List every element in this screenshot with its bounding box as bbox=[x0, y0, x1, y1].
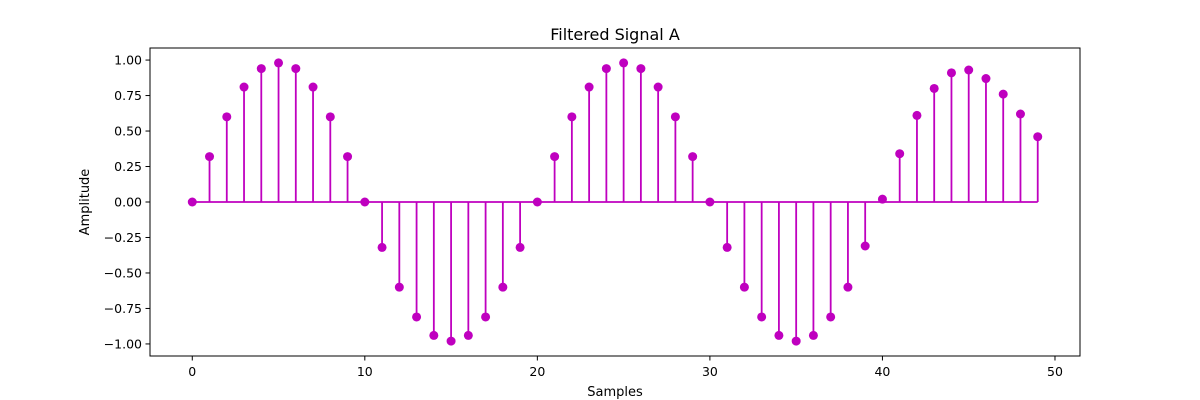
stem-marker bbox=[912, 110, 922, 120]
stem-marker bbox=[653, 82, 663, 92]
stem-marker bbox=[981, 74, 991, 84]
stem-marker bbox=[670, 112, 680, 122]
stem-marker bbox=[843, 282, 853, 292]
x-tick-label: 10 bbox=[357, 364, 373, 379]
stem-marker bbox=[1015, 109, 1025, 119]
stem-marker bbox=[946, 68, 956, 78]
y-axis-label: Amplitude bbox=[78, 169, 93, 236]
y-tick-label: 0.75 bbox=[114, 88, 142, 103]
stem-marker bbox=[360, 197, 370, 207]
stem-marker bbox=[343, 152, 353, 162]
stem-marker bbox=[412, 312, 422, 322]
y-tick-label: 0.50 bbox=[114, 124, 142, 139]
stem-marker bbox=[550, 152, 560, 162]
stem-marker bbox=[291, 64, 301, 74]
stem-marker bbox=[274, 58, 284, 68]
stem-marker bbox=[498, 282, 508, 292]
stem-marker bbox=[481, 312, 491, 322]
stem-marker bbox=[325, 112, 335, 122]
x-tick-label: 50 bbox=[1047, 364, 1063, 379]
stem-marker bbox=[808, 330, 818, 340]
y-tick-label: 0.25 bbox=[114, 159, 142, 174]
stem-marker bbox=[515, 242, 525, 252]
stem-marker bbox=[429, 330, 439, 340]
stem-marker bbox=[826, 312, 836, 322]
y-tick-label: −0.75 bbox=[104, 301, 142, 316]
x-tick-label: 40 bbox=[874, 364, 890, 379]
stem-marker bbox=[394, 282, 404, 292]
stem-marker bbox=[860, 241, 870, 251]
stem-marker bbox=[688, 152, 698, 162]
x-axis: 0 10 20 30 40 50 bbox=[188, 356, 1063, 379]
x-tick-label: 20 bbox=[529, 364, 545, 379]
stem-marker bbox=[774, 330, 784, 340]
y-tick-label: −1.00 bbox=[104, 336, 142, 351]
stem-marker bbox=[1033, 132, 1043, 142]
stem-marker bbox=[757, 312, 767, 322]
stem-marker bbox=[205, 152, 215, 162]
stem-marker bbox=[256, 64, 266, 74]
y-axis: −1.00 −0.75 −0.50 −0.25 0.00 0.25 0.50 0.75 1.00 bbox=[104, 53, 150, 351]
stem-marker bbox=[567, 112, 577, 122]
plot-area bbox=[187, 58, 1043, 346]
stem-marker bbox=[377, 242, 387, 252]
stem-marker bbox=[619, 58, 629, 68]
stem-marker bbox=[998, 89, 1008, 99]
stem-marker bbox=[877, 194, 887, 204]
stem-marker bbox=[463, 330, 473, 340]
stem-marker bbox=[895, 149, 905, 159]
stem-marker bbox=[705, 197, 715, 207]
stem-marker bbox=[222, 112, 232, 122]
chart-title: Filtered Signal A bbox=[550, 25, 680, 44]
x-tick-label: 0 bbox=[188, 364, 196, 379]
stem-marker bbox=[239, 82, 249, 92]
stem-marker bbox=[308, 82, 318, 92]
stem-marker bbox=[636, 64, 646, 74]
stem-marker bbox=[739, 282, 749, 292]
y-tick-label: 0.00 bbox=[114, 195, 142, 210]
stem-marker bbox=[187, 197, 197, 207]
y-tick-label: −0.50 bbox=[104, 265, 142, 280]
stem-marker bbox=[964, 65, 974, 75]
y-tick-label: −0.25 bbox=[104, 230, 142, 245]
stem-marker bbox=[722, 242, 732, 252]
x-tick-label: 30 bbox=[702, 364, 718, 379]
y-tick-label: 1.00 bbox=[114, 53, 142, 68]
stem-marker bbox=[532, 197, 542, 207]
stem-marker bbox=[791, 336, 801, 346]
stem-marker bbox=[929, 83, 939, 93]
stem-marker bbox=[446, 336, 456, 346]
stem-marker bbox=[601, 64, 611, 74]
x-axis-label: Samples bbox=[587, 385, 643, 400]
stem-marker bbox=[584, 82, 594, 92]
